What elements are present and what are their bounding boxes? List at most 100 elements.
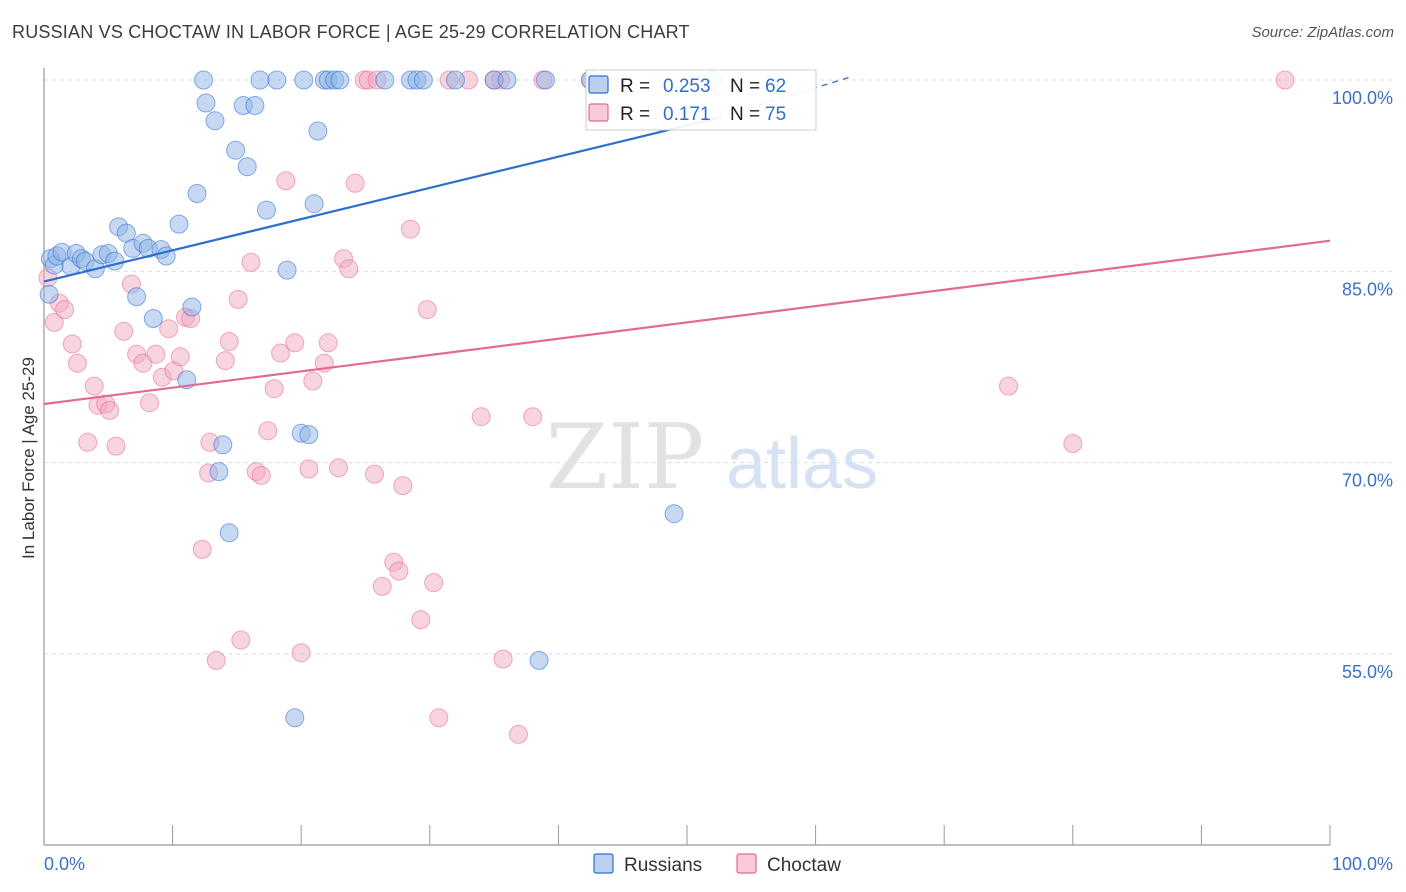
point-choctaw: [67, 353, 87, 373]
bottom-legend-swatch-russians: [593, 853, 614, 874]
point-choctaw: [345, 173, 365, 193]
trendline-russians: [43, 117, 717, 283]
point-russians: [187, 184, 207, 203]
point-choctaw: [285, 333, 305, 353]
legend-n-label-choctaw: N =: [730, 104, 760, 125]
point-choctaw: [401, 219, 420, 239]
point-russians: [529, 650, 549, 670]
point-choctaw: [44, 312, 64, 332]
point-russians: [219, 523, 239, 543]
point-choctaw: [228, 289, 248, 309]
chart-source: Source: ZipAtlas.com: [1251, 24, 1394, 41]
point-russians: [250, 70, 270, 90]
point-russians: [257, 200, 276, 220]
legend-r-label-russians: R =: [620, 76, 650, 97]
point-russians: [105, 251, 125, 271]
point-choctaw: [258, 421, 278, 441]
legend-box: R = 0.253 N = 62 R = 0.171 N = 75: [585, 69, 817, 131]
point-russians: [285, 708, 305, 728]
point-russians: [213, 435, 233, 455]
point-choctaw: [493, 649, 513, 669]
watermark-layer: ZIP atlas: [546, 405, 878, 510]
point-choctaw: [999, 376, 1018, 396]
point-choctaw: [417, 300, 437, 320]
point-russians: [194, 70, 213, 90]
point-choctaw: [219, 332, 239, 351]
point-choctaw: [62, 334, 82, 354]
point-choctaw: [251, 465, 271, 485]
point-russians: [245, 96, 265, 115]
watermark-atlas: atlas: [726, 424, 878, 504]
point-russians: [205, 111, 225, 131]
point-russians: [294, 70, 314, 90]
point-choctaw: [365, 464, 384, 484]
point-choctaw: [140, 393, 159, 413]
point-choctaw: [276, 171, 296, 191]
legend-n-value-russians: 62: [765, 76, 786, 97]
legend-n-label-russians: N =: [730, 76, 760, 97]
point-russians: [536, 70, 555, 90]
y-tick-label: 85.0%: [1342, 279, 1393, 299]
legend-r-label-choctaw: R =: [620, 104, 650, 125]
point-choctaw: [523, 407, 543, 427]
point-russians: [169, 214, 189, 234]
point-choctaw: [1063, 434, 1083, 453]
point-choctaw: [100, 400, 120, 420]
point-choctaw: [206, 650, 226, 670]
watermark-zip: ZIP: [546, 405, 705, 510]
chart-title: RUSSIAN VS CHOCTAW IN LABOR FORCE | AGE …: [12, 22, 690, 42]
bottom-legend-label-choctaw: Choctaw: [767, 855, 841, 876]
point-choctaw: [192, 539, 212, 559]
point-choctaw: [389, 561, 409, 581]
y-tick-label: 70.0%: [1342, 471, 1393, 491]
point-russians: [127, 287, 147, 307]
point-choctaw: [215, 351, 235, 371]
legend-n-value-choctaw: 75: [765, 104, 786, 125]
point-choctaw: [318, 333, 338, 353]
y-tick-label: 55.0%: [1342, 662, 1393, 682]
point-choctaw: [303, 371, 323, 391]
point-russians: [330, 70, 350, 90]
point-choctaw: [291, 643, 311, 663]
point-choctaw: [114, 321, 134, 341]
point-russians: [39, 284, 59, 304]
point-choctaw: [78, 432, 98, 452]
bottom-legend-swatch-choctaw: [736, 853, 757, 874]
point-choctaw: [393, 476, 413, 496]
point-choctaw: [159, 319, 179, 339]
point-choctaw: [84, 376, 104, 396]
point-russians: [664, 504, 684, 524]
y-tick-label: 100.0%: [1332, 88, 1393, 108]
point-choctaw: [424, 573, 444, 593]
point-choctaw: [271, 343, 291, 363]
axis-layer: 55.0% 70.0% 85.0% 100.0% 0.0% 100.0%: [43, 68, 1393, 874]
point-russians: [497, 70, 517, 90]
point-russians: [226, 140, 246, 160]
point-choctaw: [133, 353, 153, 373]
legend-r-value-choctaw: 0.171: [663, 104, 711, 125]
point-choctaw: [299, 459, 319, 479]
point-russians: [304, 194, 324, 214]
y-axis-title: In Labor Force | Age 25-29: [19, 357, 38, 559]
point-choctaw: [411, 610, 431, 630]
legend-r-value-russians: 0.253: [663, 76, 711, 97]
point-russians: [267, 70, 287, 90]
legend-swatch-choctaw: [588, 103, 609, 122]
point-choctaw: [146, 344, 166, 364]
point-russians: [375, 70, 395, 90]
point-russians: [182, 297, 202, 317]
point-russians: [277, 260, 297, 280]
point-choctaw: [509, 724, 528, 744]
point-choctaw: [55, 300, 75, 320]
x-tick-label: 0.0%: [44, 854, 85, 874]
point-choctaw: [372, 576, 392, 596]
point-choctaw: [429, 708, 449, 728]
point-choctaw: [1275, 70, 1295, 90]
point-choctaw: [170, 347, 190, 367]
point-russians: [413, 70, 433, 90]
point-choctaw: [329, 458, 348, 478]
point-choctaw: [241, 252, 261, 272]
point-russians: [143, 309, 163, 328]
point-russians: [299, 425, 319, 445]
